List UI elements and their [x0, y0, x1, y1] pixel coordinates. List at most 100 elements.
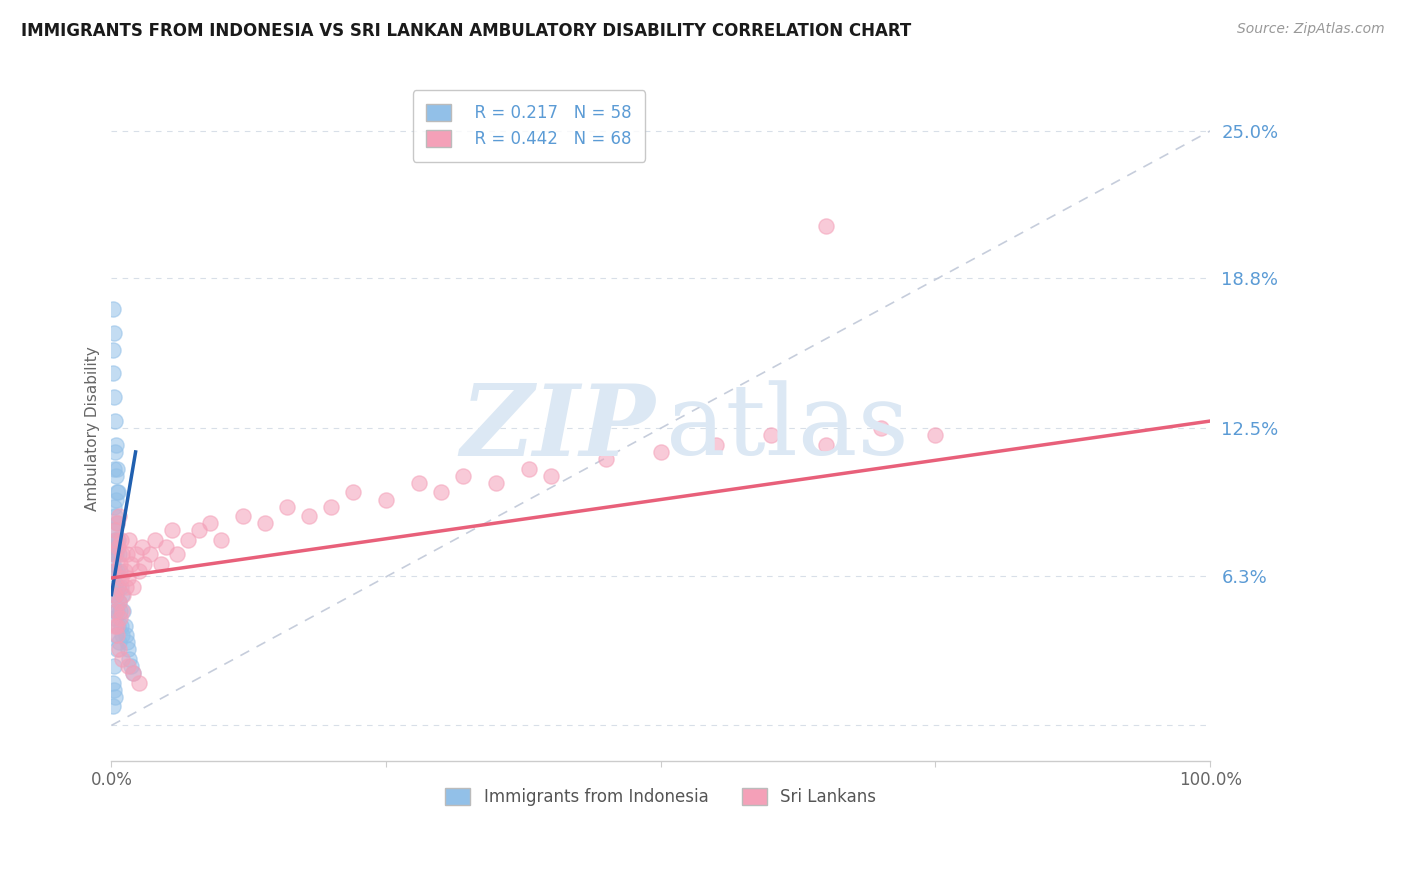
Point [105, 516, 128, 531]
Point [111, 547, 134, 561]
Point [166, 547, 188, 561]
Point [112, 604, 135, 618]
Point [111, 588, 134, 602]
Point [104, 547, 127, 561]
Point [101, 588, 124, 602]
Point [128, 675, 150, 690]
Point [122, 581, 145, 595]
Point [131, 540, 153, 554]
Point [117, 642, 139, 657]
Point [108, 604, 131, 618]
Point [101, 564, 124, 578]
Point [112, 588, 135, 602]
Point [104, 414, 127, 428]
Point [104, 564, 127, 578]
Point [122, 666, 145, 681]
Point [108, 595, 131, 609]
Point [105, 604, 128, 618]
Text: IMMIGRANTS FROM INDONESIA VS SRI LANKAN AMBULATORY DISABILITY CORRELATION CHART: IMMIGRANTS FROM INDONESIA VS SRI LANKAN … [21, 22, 911, 40]
Point [108, 595, 131, 609]
Legend: Immigrants from Indonesia, Sri Lankans: Immigrants from Indonesia, Sri Lankans [439, 781, 883, 813]
Text: atlas: atlas [666, 380, 910, 476]
Point [101, 367, 124, 381]
Point [101, 302, 124, 317]
Point [104, 588, 127, 602]
Point [104, 690, 127, 704]
Point [103, 547, 125, 561]
Point [107, 485, 129, 500]
Point [232, 509, 254, 524]
Point [134, 557, 156, 571]
Point [209, 533, 232, 547]
Text: Source: ZipAtlas.com: Source: ZipAtlas.com [1237, 22, 1385, 37]
Point [103, 326, 125, 340]
Point [103, 611, 125, 625]
Point [103, 682, 125, 697]
Point [108, 642, 131, 657]
Point [107, 581, 129, 595]
Point [108, 611, 131, 625]
Point [139, 547, 162, 561]
Point [105, 461, 128, 475]
Point [105, 628, 128, 642]
Point [105, 485, 128, 500]
Point [143, 533, 166, 547]
Point [110, 533, 132, 547]
Point [177, 533, 200, 547]
Point [101, 699, 124, 714]
Point [111, 604, 134, 618]
Point [120, 659, 142, 673]
Point [111, 652, 134, 666]
Point [104, 533, 127, 547]
Point [188, 524, 211, 538]
Point [104, 588, 127, 602]
Point [107, 533, 129, 547]
Point [108, 547, 131, 561]
Text: ZIP: ZIP [460, 380, 655, 476]
Point [101, 557, 124, 571]
Point [103, 500, 125, 514]
Point [104, 628, 127, 642]
Point [101, 540, 124, 554]
Point [104, 445, 127, 459]
Point [200, 516, 222, 531]
Point [704, 438, 727, 452]
Point [155, 540, 177, 554]
Point [104, 524, 127, 538]
Point [342, 485, 364, 500]
Point [517, 461, 540, 475]
Point [114, 628, 136, 642]
Point [103, 390, 125, 404]
Point [107, 581, 129, 595]
Point [128, 564, 150, 578]
Point [104, 492, 127, 507]
Point [107, 618, 129, 632]
Point [540, 468, 562, 483]
Point [650, 445, 672, 459]
Point [117, 571, 139, 585]
Point [114, 618, 136, 632]
Point [118, 533, 141, 547]
Point [120, 557, 142, 571]
Point [105, 516, 128, 531]
Point [254, 516, 277, 531]
Point [104, 618, 127, 632]
Point [160, 524, 183, 538]
Point [105, 642, 128, 657]
Point [104, 581, 127, 595]
Point [111, 628, 134, 642]
Point [105, 618, 128, 632]
Point [108, 509, 131, 524]
Point [124, 547, 146, 561]
Point [104, 468, 127, 483]
Point [430, 485, 453, 500]
Point [759, 428, 782, 442]
Point [115, 635, 138, 649]
Point [101, 343, 124, 357]
Point [114, 564, 136, 578]
Point [110, 618, 132, 632]
Point [110, 581, 132, 595]
Point [103, 524, 125, 538]
Point [104, 509, 127, 524]
Point [321, 500, 343, 514]
